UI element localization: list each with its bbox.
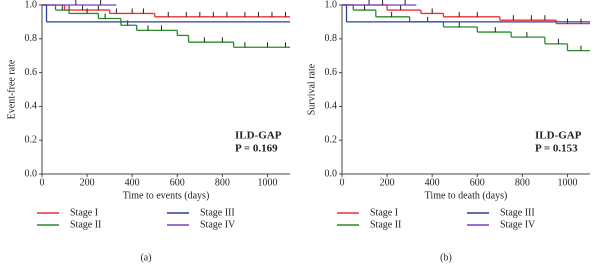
y-axis-label: Event-free rate	[6, 59, 17, 119]
annotation: ILD-GAP	[535, 130, 582, 142]
x-tick-label: 0	[340, 177, 345, 188]
y-tick-label: 0.6	[25, 67, 38, 78]
caption: (b)	[440, 252, 452, 263]
legend-label: Stage II	[70, 219, 101, 230]
x-axis-label: Time to death (days)	[425, 190, 508, 201]
legend-label: Stage II	[370, 219, 401, 230]
x-tick-label: 400	[125, 177, 140, 188]
caption: (a)	[140, 252, 151, 263]
y-tick-label: 0.8	[25, 33, 38, 44]
y-tick-label: 0.4	[25, 101, 38, 112]
x-tick-label: 600	[170, 177, 185, 188]
annotation: P = 0.153	[535, 143, 578, 155]
y-tick-label: 0.8	[325, 33, 338, 44]
x-tick-label: 200	[380, 177, 395, 188]
y-tick-label: 0.4	[325, 101, 338, 112]
annotation: ILD-GAP	[235, 130, 282, 142]
y-tick-label: 0.6	[325, 67, 338, 78]
x-tick-label: 200	[80, 177, 95, 188]
legend-label: Stage III	[200, 207, 235, 218]
x-tick-label: 600	[470, 177, 485, 188]
x-tick-label: 0	[40, 177, 45, 188]
legend-label: Stage I	[70, 207, 98, 218]
legend-label: Stage III	[500, 207, 535, 218]
y-tick-label: 1.0	[325, 0, 338, 10]
x-axis-label: Time to events (days)	[123, 190, 210, 201]
legend-label: Stage IV	[500, 219, 536, 230]
y-tick-label: 0.2	[325, 134, 338, 145]
legend-label: Stage IV	[200, 219, 236, 230]
x-tick-label: 800	[215, 177, 230, 188]
legend-label: Stage I	[370, 207, 398, 218]
x-tick-label: 800	[515, 177, 530, 188]
x-tick-label: 1000	[557, 177, 577, 188]
y-tick-label: 0.0	[25, 168, 38, 179]
x-tick-label: 400	[425, 177, 440, 188]
y-tick-label: 0.0	[325, 168, 338, 179]
x-tick-label: 1000	[257, 177, 277, 188]
annotation: P = 0.169	[235, 143, 278, 155]
y-tick-label: 0.2	[25, 134, 38, 145]
y-tick-label: 1.0	[25, 0, 38, 10]
y-axis-label: Survival rate	[306, 63, 317, 115]
